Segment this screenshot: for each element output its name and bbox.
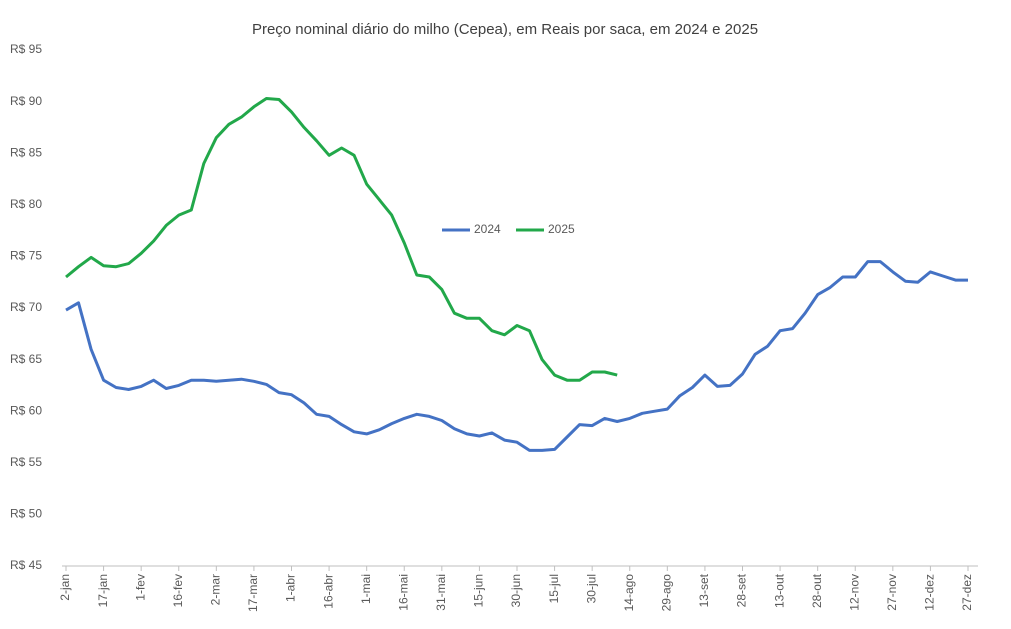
x-tick-label: 30-jun bbox=[509, 574, 523, 607]
x-tick-label: 15-jul bbox=[547, 574, 561, 603]
x-tick-label: 2-jan bbox=[58, 574, 72, 601]
x-tick-label: 14-ago bbox=[622, 574, 636, 612]
x-tick-label: 30-jul bbox=[584, 574, 598, 603]
x-tick-label: 27-dez bbox=[960, 574, 974, 611]
x-tick-label: 17-mar bbox=[246, 574, 260, 612]
chart-title: Preço nominal diário do milho (Cepea), e… bbox=[252, 21, 758, 38]
x-tick-label: 13-out bbox=[772, 573, 786, 608]
x-tick-label: 27-nov bbox=[885, 574, 899, 611]
y-tick-label: R$ 80 bbox=[10, 197, 42, 211]
y-tick-label: R$ 60 bbox=[10, 403, 42, 417]
legend-label: 2024 bbox=[474, 222, 501, 236]
x-tick-label: 16-fev bbox=[171, 574, 185, 607]
x-tick-label: 29-ago bbox=[660, 574, 674, 612]
y-tick-label: R$ 85 bbox=[10, 145, 42, 159]
x-tick-label: 2-mar bbox=[209, 574, 223, 605]
x-tick-label: 16-abr bbox=[321, 574, 335, 609]
legend-label: 2025 bbox=[548, 222, 575, 236]
y-tick-label: R$ 95 bbox=[10, 42, 42, 56]
x-tick-label: 17-jan bbox=[96, 574, 110, 607]
x-tick-label: 1-abr bbox=[284, 574, 298, 602]
y-tick-label: R$ 55 bbox=[10, 455, 42, 469]
x-tick-label: 1-mai bbox=[359, 574, 373, 604]
y-tick-label: R$ 70 bbox=[10, 300, 42, 314]
x-tick-label: 28-set bbox=[735, 573, 749, 607]
x-tick-label: 13-set bbox=[697, 573, 711, 607]
series-line bbox=[65, 97, 618, 382]
x-tick-label: 1-fev bbox=[133, 574, 147, 601]
y-tick-label: R$ 90 bbox=[10, 94, 42, 108]
y-tick-label: R$ 45 bbox=[10, 558, 42, 572]
x-tick-label: 16-mai bbox=[396, 574, 410, 611]
x-tick-label: 12-dez bbox=[923, 574, 937, 611]
y-tick-label: R$ 50 bbox=[10, 507, 42, 521]
x-tick-label: 28-out bbox=[810, 573, 824, 608]
x-tick-label: 12-nov bbox=[847, 574, 861, 611]
series-line bbox=[65, 260, 968, 452]
x-tick-label: 15-jun bbox=[472, 574, 486, 607]
y-tick-label: R$ 65 bbox=[10, 352, 42, 366]
x-tick-label: 31-mai bbox=[434, 574, 448, 611]
y-tick-label: R$ 75 bbox=[10, 249, 42, 263]
